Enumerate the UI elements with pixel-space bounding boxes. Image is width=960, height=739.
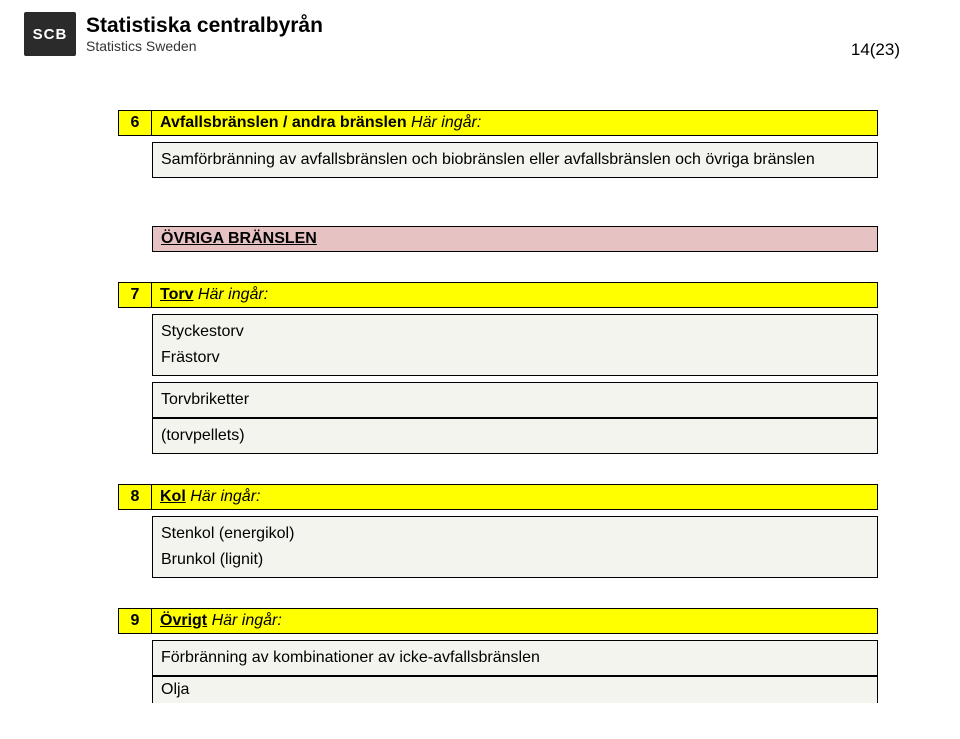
section7-line4: (torvpellets) [152, 418, 878, 454]
section6-body: Samförbränning av avfallsbränslen och bi… [152, 142, 878, 178]
section7-line2: Frästorv [152, 345, 878, 376]
section7-num: 7 [118, 282, 152, 308]
section6-title-bold: Avfallsbränslen / andra bränslen [160, 114, 407, 131]
section8-line2: Brunkol (lignit) [152, 547, 878, 578]
org-main: Statistiska centralbyrån [86, 14, 323, 37]
org-sub: Statistics Sweden [86, 38, 323, 54]
section9-title: Övrigt Här ingår: [152, 608, 878, 634]
page-number: 14(23) [851, 40, 900, 60]
section7-title: Torv Här ingår: [152, 282, 878, 308]
section9-num: 9 [118, 608, 152, 634]
section8-title: Kol Här ingår: [152, 484, 878, 510]
header: SCB Statistiska centralbyrån Statistics … [24, 12, 323, 56]
page: SCB Statistiska centralbyrån Statistics … [0, 0, 960, 739]
section6-title: Avfallsbränslen / andra bränslen Här ing… [152, 110, 878, 136]
section8-title-underline: Kol [160, 488, 186, 505]
section6-num: 6 [118, 110, 152, 136]
scb-logo: SCB [24, 12, 76, 56]
section9-line2: Olja [152, 676, 878, 703]
section8-line1: Stenkol (energikol) [152, 516, 878, 547]
section9-title-italic: Här ingår: [207, 612, 282, 629]
org-title-block: Statistiska centralbyrån Statistics Swed… [86, 14, 323, 53]
section7-title-underline: Torv [160, 286, 193, 303]
section9-line1: Förbränning av kombinationer av icke-avf… [152, 640, 878, 676]
section9-header-row: 9 Övrigt Här ingår: [118, 608, 878, 634]
section8-num: 8 [118, 484, 152, 510]
content: 6 Avfallsbränslen / andra bränslen Här i… [118, 110, 878, 703]
section-heading-ovriga: ÖVRIGA BRÄNSLEN [152, 226, 878, 252]
section8-header-row: 8 Kol Här ingår: [118, 484, 878, 510]
section7-line3: Torvbriketter [152, 382, 878, 418]
section7-line1: Styckestorv [152, 314, 878, 345]
section8-title-italic: Här ingår: [186, 488, 261, 505]
section9-title-underline: Övrigt [160, 612, 207, 629]
section6-header-row: 6 Avfallsbränslen / andra bränslen Här i… [118, 110, 878, 136]
section7-title-italic: Här ingår: [193, 286, 268, 303]
section6-title-italic: Här ingår: [407, 114, 482, 131]
section7-header-row: 7 Torv Här ingår: [118, 282, 878, 308]
